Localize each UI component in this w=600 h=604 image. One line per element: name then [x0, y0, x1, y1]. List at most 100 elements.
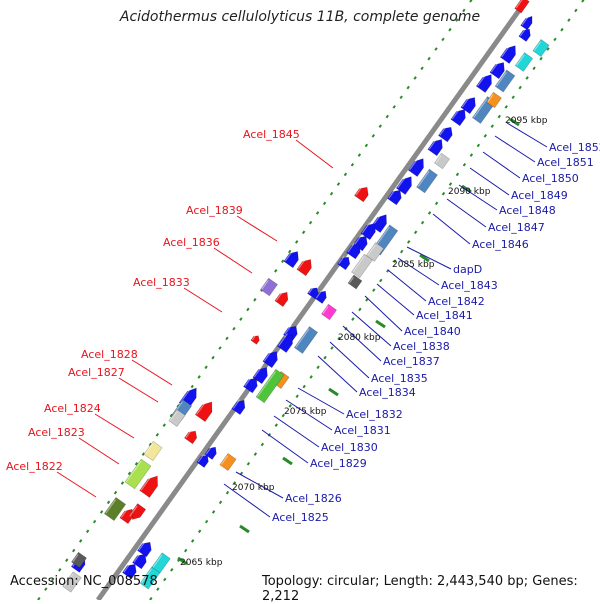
gene-reverse [283, 250, 299, 269]
right-gene-label: Acel_1852 [549, 141, 600, 154]
tick-mark [351, 317, 355, 321]
gene-orange [486, 91, 502, 109]
tick-mark [399, 95, 403, 100]
tick-mark [350, 162, 355, 167]
gene-blue [337, 256, 351, 271]
tick-mark [393, 259, 397, 264]
tick-mark [483, 134, 488, 138]
tick-mark [197, 529, 202, 534]
tick-mark [560, 27, 564, 32]
tick-mark [308, 220, 313, 225]
right-gene-label: Acel_1842 [428, 295, 485, 308]
genome-backbone [95, 0, 528, 600]
gene-box [532, 38, 550, 58]
tick-mark [379, 278, 383, 283]
leader-line [446, 198, 487, 228]
gene-blue [438, 125, 453, 143]
gene-gray [434, 152, 450, 170]
major-tick [509, 117, 520, 127]
tick-mark [218, 346, 222, 350]
tick-mark [469, 153, 474, 157]
left-gene-label: Acel_1824 [44, 402, 101, 415]
gene-blue [307, 287, 319, 300]
leader-line [342, 325, 382, 362]
leader-line [397, 257, 440, 286]
tick-mark [441, 37, 445, 42]
major-tick [239, 524, 250, 534]
right-gene-label: dapD [453, 263, 482, 276]
tick-mark [316, 365, 320, 370]
gene-blue [499, 44, 516, 64]
kbp-marker: 2070 kbp [232, 483, 275, 493]
tick-mark [246, 307, 250, 312]
gene-reverse [184, 430, 198, 445]
left-gene-label: Acel_1828 [81, 348, 138, 361]
gene-blue [122, 562, 137, 580]
tick-mark [406, 240, 411, 244]
tick-mark [406, 85, 410, 90]
leader-line [56, 471, 97, 498]
tick-mark [378, 124, 382, 128]
tick-mark [518, 85, 522, 90]
gene-box [416, 168, 438, 194]
leader-line [329, 341, 370, 379]
gene-blue [360, 222, 376, 241]
gene-box-reverse [103, 496, 127, 522]
leader-line [131, 359, 173, 386]
tick-mark [197, 375, 201, 379]
gene-box [494, 69, 516, 93]
tick-mark [85, 529, 90, 534]
gene-blue [137, 540, 152, 558]
right-gene-label: Acel_1851 [537, 156, 594, 169]
gene-blue [276, 333, 293, 353]
leader-line [406, 246, 452, 270]
gene-blue [346, 242, 361, 260]
gene-reverse [274, 291, 289, 308]
tick-mark [120, 481, 125, 485]
leader-line [469, 167, 510, 196]
right-gene-label: Acel_1829 [310, 457, 367, 470]
tick-mark [434, 201, 439, 206]
tick-mark [504, 105, 508, 109]
left-gene-label: Acel_1833 [133, 276, 190, 289]
tick-mark [274, 423, 278, 427]
tick-mark [329, 191, 334, 196]
tick-mark [58, 568, 62, 572]
leader-line [317, 355, 358, 393]
right-gene-label: Acel_1835 [371, 372, 428, 385]
left-gene-label: Acel_1827 [68, 366, 125, 379]
gene-red [514, 0, 530, 14]
right-gene-label: Acel_1840 [404, 325, 461, 338]
right-gene-label: Acel_1832 [346, 408, 403, 421]
gene-blue [395, 175, 412, 195]
major-tick [419, 253, 430, 263]
tick-mark [141, 452, 146, 456]
leader-line [364, 295, 403, 332]
gene-reverse [129, 503, 147, 520]
tick-mark [448, 27, 452, 32]
tick-mark [288, 249, 292, 254]
gene-box [351, 253, 373, 279]
kbp-markers: 2095 kbp 2090 kbp 2085 kbp 2080 kbp 2075 kbp… [180, 116, 548, 568]
tick-mark [330, 346, 334, 350]
tick-mark [413, 230, 418, 235]
major-tick [461, 184, 472, 194]
gene-blue [132, 552, 147, 570]
accession-text: Accession: NC_008578 [10, 574, 158, 589]
right-gene-label: Acel_1841 [416, 309, 473, 322]
tick-mark [232, 326, 236, 331]
tick-mark [574, 8, 578, 13]
leader-line [183, 287, 223, 313]
tick-mark [490, 124, 494, 128]
right-gene-label: Acel_1838 [393, 340, 450, 353]
gene-blue [204, 446, 217, 460]
leader-line [506, 122, 548, 148]
tick-mark [162, 423, 166, 427]
gene-blue [196, 454, 209, 468]
leader-line [458, 184, 498, 211]
left-gene-label: Acel_1845 [243, 128, 300, 141]
tick-mark [239, 317, 243, 321]
right-gene-label: Acel_1843 [441, 279, 498, 292]
tick-mark [301, 230, 306, 235]
tick-mark [553, 37, 557, 42]
